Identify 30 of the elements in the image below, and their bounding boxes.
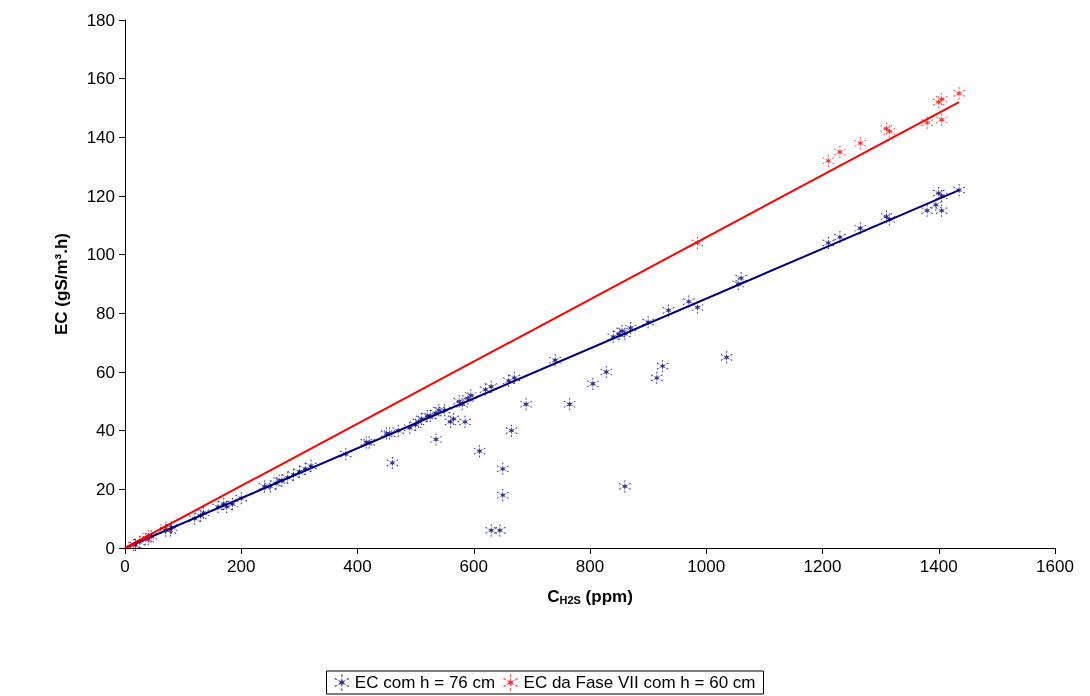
x-tick-label: 200 [227, 557, 256, 576]
y-tick-label: 180 [86, 10, 115, 30]
y-tick-label: 160 [86, 69, 115, 89]
y-axis-title: EC (gS/m³.h) [52, 233, 71, 335]
x-tick-label: 1000 [687, 557, 726, 576]
x-tick-label: 1200 [803, 557, 842, 576]
y-tick-label: 20 [96, 479, 115, 499]
point [953, 87, 966, 100]
legend-label: EC da Fase VII com h = 60 cm [523, 673, 756, 692]
x-tick-label: 1400 [919, 557, 958, 576]
x-tick-label: 0 [120, 557, 130, 576]
point [935, 113, 948, 126]
y-tick-label: 0 [105, 538, 115, 558]
x-axis-title: CH2S (ppm) [547, 587, 633, 606]
y-tick-label: 120 [86, 186, 115, 206]
point [822, 154, 835, 167]
point [691, 236, 704, 249]
legend-label: EC com h = 76 cm [354, 673, 496, 692]
point [854, 137, 867, 150]
point [921, 116, 934, 129]
x-tick-label: 600 [459, 557, 488, 576]
x-tick-label: 1600 [1036, 557, 1074, 576]
y-tick-label: 140 [86, 127, 115, 147]
y-tick-label: 60 [96, 362, 115, 382]
y-tick-label: 80 [96, 303, 115, 323]
point [833, 146, 846, 158]
x-tick-label: 800 [575, 557, 605, 576]
y-tick-label: 100 [86, 245, 115, 265]
y-tick-label: 40 [96, 421, 115, 441]
x-tick-label: 400 [343, 557, 372, 576]
